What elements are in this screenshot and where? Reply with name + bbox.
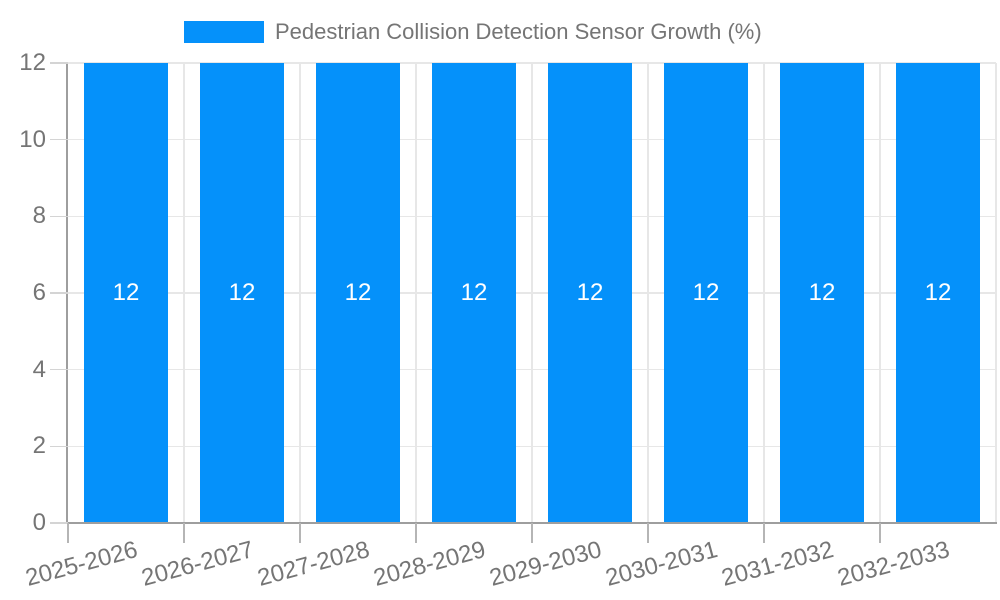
gridline-vertical	[763, 63, 765, 523]
bar-value-label: 12	[460, 279, 488, 306]
x-axis-label: 2031-2032	[718, 536, 837, 592]
x-axis-tick	[183, 523, 185, 543]
bar[interactable]: 12	[316, 63, 400, 523]
y-axis-tick	[50, 445, 68, 448]
bar-value-label: 12	[692, 279, 720, 306]
x-axis-tick	[67, 523, 69, 543]
gridline-vertical	[995, 63, 997, 523]
x-axis-label: 2027-2028	[254, 536, 373, 592]
x-axis-label: 2026-2027	[138, 536, 257, 592]
bar[interactable]: 12	[548, 63, 632, 523]
gridline-vertical	[299, 63, 301, 523]
bar[interactable]: 12	[84, 63, 168, 523]
x-axis-tick	[299, 523, 301, 543]
y-axis-label: 6	[32, 279, 46, 306]
legend: Pedestrian Collision Detection Sensor Gr…	[184, 21, 762, 43]
y-axis-label: 4	[32, 355, 46, 383]
bar-value-label: 12	[112, 279, 140, 306]
y-axis-label: 2	[32, 432, 46, 460]
gridline-vertical	[531, 63, 533, 523]
y-axis-label: 12	[19, 49, 46, 76]
x-axis-label: 2029-2030	[486, 536, 605, 592]
gridline-vertical	[647, 63, 649, 523]
gridline-vertical	[415, 63, 417, 523]
bar[interactable]: 12	[432, 63, 516, 523]
x-axis-label: 2032-2033	[834, 536, 953, 592]
bar-value-label: 12	[576, 279, 604, 306]
x-axis-tick	[879, 523, 881, 543]
plot-area: 12 12 12 12 12 12 12 12	[68, 62, 997, 523]
bar[interactable]: 12	[200, 63, 284, 523]
bar[interactable]: 12	[896, 63, 980, 523]
y-axis-tick	[50, 62, 68, 64]
gridline-vertical	[879, 63, 881, 523]
bar[interactable]: 12	[780, 63, 864, 523]
y-axis-label: 10	[19, 125, 46, 153]
legend-swatch	[184, 21, 264, 43]
bar-value-label: 12	[924, 279, 952, 306]
x-axis-tick	[415, 523, 417, 543]
y-axis-tick	[50, 215, 68, 218]
bar-value-label: 12	[808, 279, 836, 306]
x-axis-tick	[763, 523, 765, 543]
bar-value-label: 12	[228, 279, 256, 306]
bar[interactable]: 12	[664, 63, 748, 523]
y-axis-tick	[50, 138, 68, 141]
legend-label: Pedestrian Collision Detection Sensor Gr…	[275, 19, 762, 44]
y-axis-tick	[50, 292, 68, 294]
y-axis-tick	[50, 368, 68, 371]
x-axis-label: 2030-2031	[602, 536, 721, 592]
gridline-vertical	[183, 63, 185, 523]
x-axis-label: 2028-2029	[370, 536, 489, 592]
y-axis-label: 0	[32, 509, 46, 536]
y-axis-label: 8	[32, 202, 46, 230]
x-axis-tick	[531, 523, 533, 543]
x-axis-tick	[647, 523, 649, 543]
bar-value-label: 12	[344, 279, 372, 306]
x-axis-label: 2025-2026	[22, 536, 141, 592]
y-axis-tick	[50, 522, 68, 524]
